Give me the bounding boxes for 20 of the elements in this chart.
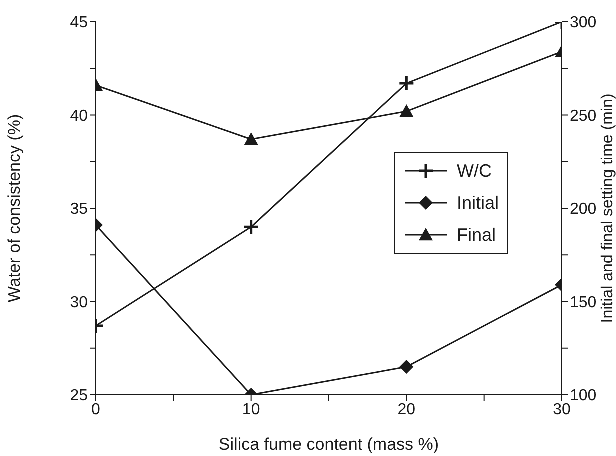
legend-label: Final [457,224,496,246]
y2-tick-label: 100 [570,388,597,405]
legend-label: W/C [457,160,492,182]
y2-tick-label: 150 [570,294,597,312]
y-axis-title: Water of consistency (%) [5,114,24,303]
y-tick-label: 25 [70,388,88,405]
x-tick-label: 20 [398,401,416,418]
y-tick-label: 35 [70,201,88,218]
y2-tick-label: 300 [570,14,597,32]
y-tick-label: 40 [70,108,88,125]
x-tick-label: 0 [92,401,101,418]
x-axis-title: Silica fume content (mass %) [218,435,440,454]
y2-axis-title: Initial and final setting time (min) [600,94,616,324]
legend-label: Initial [457,192,500,214]
x-tick-label: 30 [553,401,571,418]
y2-tick-label: 250 [570,108,597,125]
y-tick-label: 45 [70,14,88,32]
y-tick-label: 30 [70,294,88,312]
y2-tick-label: 200 [570,201,597,218]
x-tick-label: 10 [242,401,260,418]
